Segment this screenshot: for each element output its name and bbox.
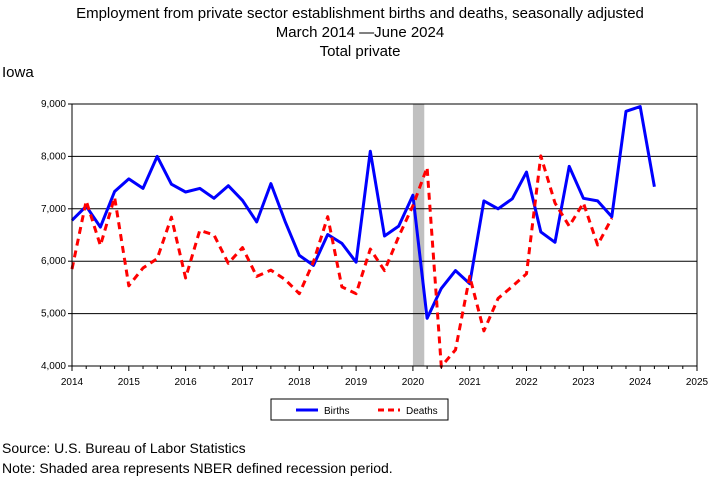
region-label: Iowa	[2, 64, 34, 81]
chart-subtitle-series: Total private	[319, 43, 401, 60]
x-tick-label: 2015	[118, 377, 141, 388]
legend-label-births: Births	[324, 406, 350, 417]
legend-label-deaths: Deaths	[406, 406, 438, 417]
recession-note: Note: Shaded area represents NBER define…	[2, 460, 393, 476]
source-note: Source: U.S. Bureau of Labor Statistics	[2, 440, 246, 456]
series-line-births	[70, 105, 656, 320]
legend-box	[270, 398, 449, 421]
y-tick-label: 6,000	[41, 256, 66, 267]
x-tick-label: 2021	[459, 377, 482, 388]
x-tick-label: 2014	[61, 377, 84, 388]
gridlines	[72, 155, 697, 315]
y-tick-label: 4,000	[41, 361, 66, 372]
y-tick-label: 9,000	[41, 99, 66, 110]
x-tick-label: 2018	[288, 377, 311, 388]
x-tick-label: 2019	[345, 377, 368, 388]
x-tick-label: 2016	[175, 377, 198, 388]
legend: Births Deaths	[270, 398, 449, 421]
series-line-deaths	[70, 154, 614, 368]
x-axis: 2014 2015 2016 2017 2018 2019 2020 2021 2022 2023…	[61, 366, 709, 388]
x-tick-label: 2023	[572, 377, 595, 388]
chart-title: Employment from private sector establish…	[76, 5, 644, 22]
x-tick-label: 2020	[402, 377, 425, 388]
x-tick-label: 2024	[629, 377, 652, 388]
x-tick-label: 2025	[686, 377, 709, 388]
chart-subtitle-period: March 2014 —June 2024	[275, 24, 445, 41]
series-group	[70, 105, 656, 368]
y-axis: 4,000 5,000 6,000 7,000 8,000 9,000	[41, 99, 72, 372]
x-tick-label: 2022	[515, 377, 538, 388]
y-tick-label: 5,000	[41, 309, 66, 320]
x-tick-label: 2017	[231, 377, 254, 388]
y-tick-label: 8,000	[41, 151, 66, 162]
y-tick-label: 7,000	[41, 204, 66, 215]
